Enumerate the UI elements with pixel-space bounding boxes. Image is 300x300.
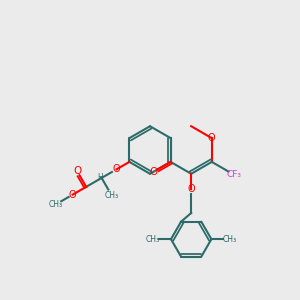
Text: O: O	[73, 167, 81, 176]
Text: CH₃: CH₃	[49, 200, 63, 209]
Text: H: H	[97, 173, 103, 182]
Text: O: O	[69, 190, 76, 200]
Text: CH₃: CH₃	[104, 191, 118, 200]
Text: CF₃: CF₃	[227, 170, 242, 179]
Text: CH₃: CH₃	[146, 235, 160, 244]
Text: O: O	[113, 164, 120, 174]
Text: O: O	[188, 184, 195, 194]
Text: O: O	[150, 167, 158, 176]
Text: CH₃: CH₃	[222, 235, 236, 244]
Text: O: O	[208, 133, 216, 143]
